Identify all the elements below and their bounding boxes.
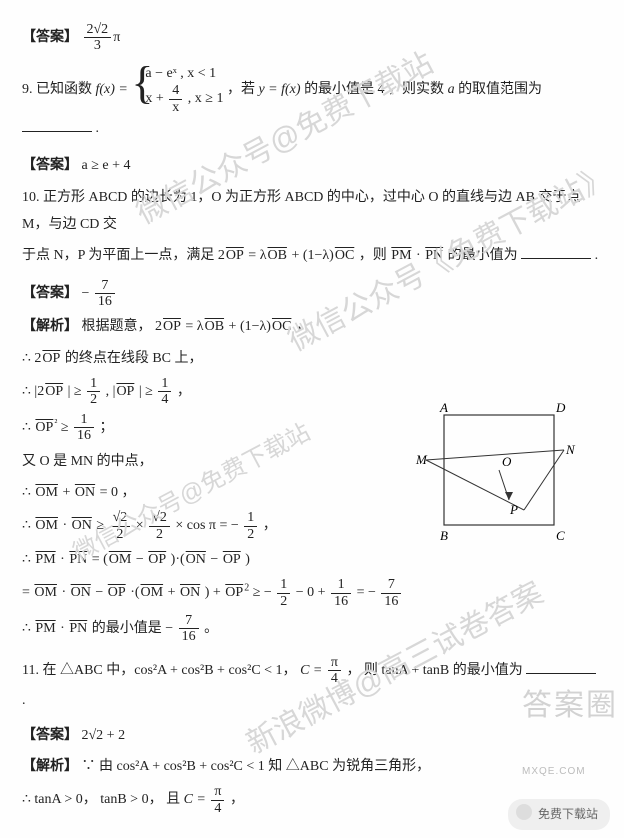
answer-8: 【答案】 2√2 3 π [22, 22, 602, 54]
svg-text:O: O [502, 454, 512, 469]
solution-10-s2: ∴ 2OP 的终点在线段 BC 上， [22, 345, 602, 372]
question-9: 9. 已知函数 f(x) = { a − eˣ , x < 1 x + 4x ,… [22, 64, 602, 143]
blank-10 [521, 244, 591, 259]
answer-8-frac: 2√2 3 [84, 22, 112, 54]
corner-badge: 答案圈 MXQE.COM [522, 677, 618, 794]
svg-text:A: A [439, 400, 448, 415]
piecewise-fx: { a − eˣ , x < 1 x + 4x , x ≥ 1 [131, 64, 223, 115]
svg-text:C: C [556, 528, 565, 543]
square-diagram: A D B C M N O P [414, 400, 584, 560]
answer-8-label: 【答案】 [22, 30, 78, 45]
blank-9 [22, 117, 92, 132]
question-10-l2: 于点 N，P 为平面上一点，满足 2OP = λOB + (1−λ)OC ，则 … [22, 242, 602, 269]
solution-10-s9: = OM · ON − OP ·(OM + ON ) + OP2 ≥ − 12 … [22, 577, 602, 609]
solution-10-s1: 【解析】 根据题意， 2OP = λOB + (1−λ)OC ， [22, 313, 602, 340]
answer-11: 【答案】 2√2 + 2 [22, 722, 602, 749]
svg-text:M: M [415, 452, 428, 467]
svg-text:P: P [509, 502, 518, 517]
solution-11-l1: 【解析】 ∵ 由 cos²A + cos²B + cos²C < 1 知 △AB… [22, 753, 602, 780]
solution-10-s10: ∴ PM · PN 的最小值是 − 716 。 [22, 613, 602, 645]
svg-text:D: D [555, 400, 566, 415]
question-11: 11. 在 △ABC 中，cos²A + cos²B + cos²C < 1， … [22, 655, 602, 714]
blank-11 [526, 659, 596, 674]
svg-text:N: N [565, 442, 576, 457]
answer-9: 【答案】 a ≥ e + 4 [22, 152, 602, 179]
svg-text:B: B [440, 528, 448, 543]
question-10-l1: 10. 正方形 ABCD 的边长为 1，O 为正方形 ABCD 的中心，过中心 … [22, 184, 602, 239]
footer-badge: 免费下载站 [508, 799, 610, 830]
answer-10: 【答案】 − 716 [22, 278, 602, 310]
